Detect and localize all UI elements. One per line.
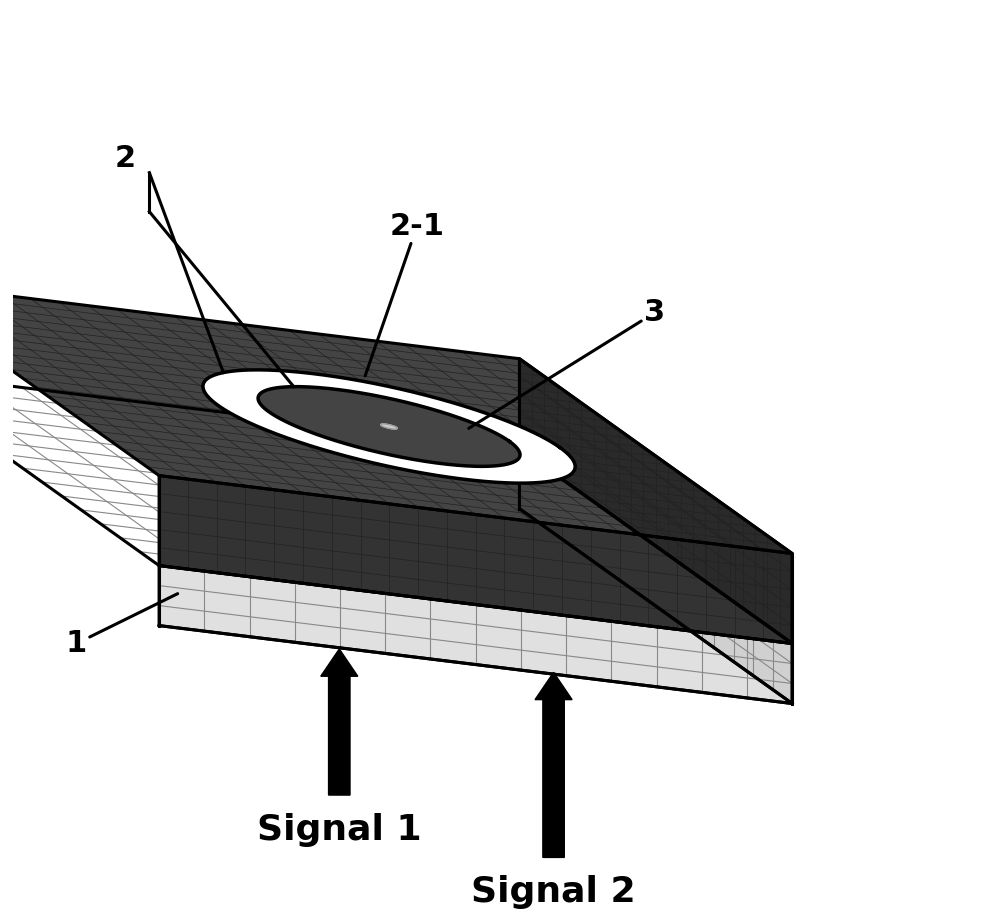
Text: Signal 1: Signal 1 [257, 812, 422, 846]
FancyArrow shape [321, 649, 358, 795]
Polygon shape [159, 565, 792, 703]
Polygon shape [381, 424, 397, 429]
Text: 2-1: 2-1 [365, 212, 444, 375]
Text: Signal 2: Signal 2 [471, 875, 636, 909]
Polygon shape [519, 359, 792, 644]
Polygon shape [296, 398, 482, 454]
Polygon shape [258, 386, 520, 466]
Text: 3: 3 [469, 298, 665, 429]
Polygon shape [159, 476, 792, 644]
Text: 1: 1 [66, 594, 178, 658]
FancyArrow shape [535, 672, 572, 857]
Text: 2: 2 [114, 143, 136, 173]
Polygon shape [519, 449, 792, 703]
Polygon shape [0, 371, 792, 644]
Polygon shape [0, 281, 792, 554]
Polygon shape [203, 370, 575, 483]
